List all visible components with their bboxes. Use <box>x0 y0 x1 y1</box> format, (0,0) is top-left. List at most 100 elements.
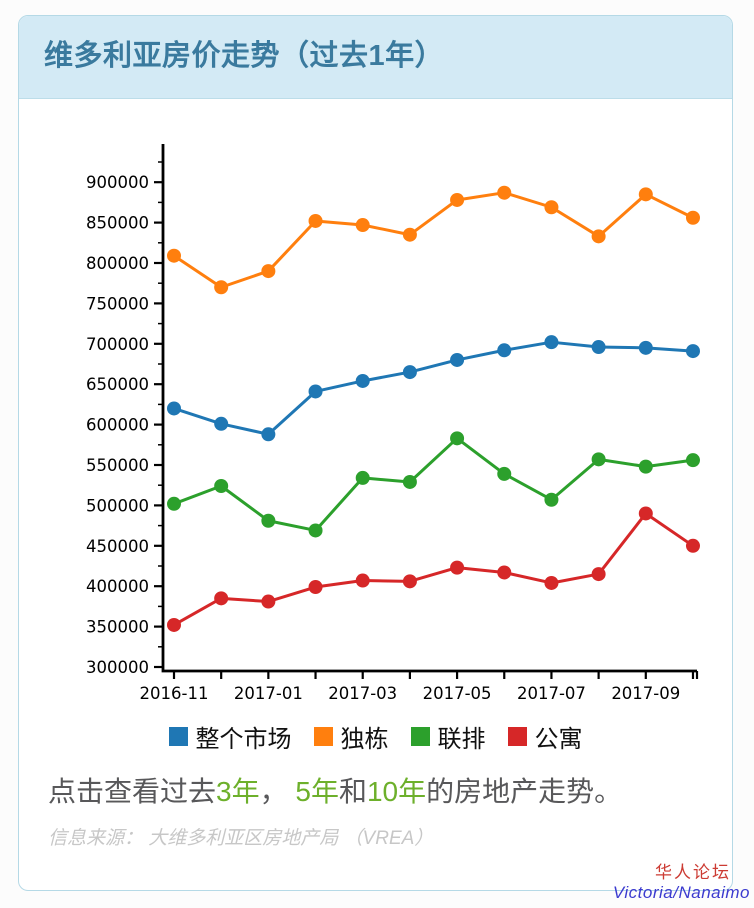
y-tick-label: 700000 <box>86 334 149 353</box>
cta-prefix: 点击查看过去 <box>48 775 217 807</box>
legend-label-townhouse: 联排 <box>437 726 486 754</box>
axis-spines <box>161 143 697 673</box>
data-point <box>167 401 181 416</box>
series-line-1 <box>173 190 694 289</box>
link-5-years[interactable]: 5年 <box>295 775 339 807</box>
data-point <box>591 229 606 244</box>
y-tick-label: 750000 <box>86 294 149 313</box>
link-10-years[interactable]: 10年 <box>366 775 427 807</box>
x-tick-label: 2017-05 <box>423 684 492 703</box>
data-point <box>402 364 417 379</box>
data-point <box>402 474 417 489</box>
data-point <box>450 352 465 367</box>
data-point <box>544 199 559 214</box>
legend-item-detached: 独栋 <box>313 719 389 754</box>
data-point <box>308 579 323 594</box>
cta-text: 点击查看过去3年， 5年和10年的房地产走势。 <box>48 773 732 811</box>
data-point <box>308 384 323 399</box>
data-point <box>638 340 653 355</box>
legend-item-condo: 公寓 <box>507 719 583 754</box>
data-point <box>261 426 276 441</box>
page-title: 维多利亚房价走势（过去1年） <box>44 40 445 72</box>
y-tick-label: 500000 <box>86 496 149 515</box>
y-tick-label: 450000 <box>86 536 149 555</box>
data-point <box>308 523 323 538</box>
link-3-years[interactable]: 3年 <box>216 775 260 807</box>
data-point <box>214 591 229 606</box>
data-point <box>402 574 417 589</box>
watermark-region: Victoria/Nanaimo <box>612 882 750 902</box>
watermark: 华人论坛 Victoria/Nanaimo <box>612 862 750 902</box>
data-point <box>638 506 653 521</box>
data-point <box>450 431 465 446</box>
data-point <box>450 192 465 207</box>
data-point <box>638 187 653 202</box>
y-tick-label: 900000 <box>86 173 149 192</box>
data-point <box>685 343 700 358</box>
source-attribution: 信息来源： 大维多利亚区房地产局 （VREA） <box>48 828 434 850</box>
cta-comma: ， <box>259 775 296 807</box>
content-card: 维多利亚房价走势（过去1年） 300000 350000 400000 450000 5… <box>18 15 733 891</box>
x-tick-label: 2017-01 <box>234 684 303 703</box>
y-tick-label: 350000 <box>86 617 149 636</box>
data-point <box>355 217 370 232</box>
legend-swatch-market <box>168 727 188 747</box>
legend-swatch-townhouse <box>410 727 430 747</box>
data-point <box>308 213 323 228</box>
cta-and: 和 <box>338 775 367 807</box>
data-point <box>402 227 417 242</box>
data-point <box>544 575 559 590</box>
y-tick-label: 550000 <box>86 456 149 475</box>
series-line-2 <box>173 436 694 532</box>
data-point <box>214 416 229 431</box>
data-point <box>261 263 276 278</box>
y-tick-label: 400000 <box>86 577 149 596</box>
y-tick-label: 650000 <box>86 375 149 394</box>
y-tick-label: 300000 <box>86 658 149 677</box>
data-point <box>355 470 370 485</box>
series-line-3 <box>173 511 694 626</box>
y-tick-label: 600000 <box>86 415 149 434</box>
legend-item-market: 整个市场 <box>168 719 292 754</box>
x-tick-label: 2017-07 <box>517 684 586 703</box>
watermark-forum-name: 华人论坛 <box>655 862 731 883</box>
y-tick-label: 800000 <box>86 254 149 273</box>
series-line-0 <box>173 340 694 436</box>
data-point <box>685 210 700 225</box>
data-point <box>497 466 512 481</box>
y-tick-label: 850000 <box>86 213 149 232</box>
data-point <box>591 339 606 354</box>
data-point <box>261 594 276 609</box>
data-point <box>261 513 276 528</box>
legend-swatch-condo <box>507 727 527 747</box>
data-point <box>685 538 700 553</box>
data-point <box>591 452 606 467</box>
data-point <box>638 459 653 474</box>
data-point <box>544 334 559 349</box>
price-trend-chart: 300000 350000 400000 450000 500000 550000 6000… <box>86 143 700 703</box>
legend-label-condo: 公寓 <box>534 726 583 754</box>
data-point <box>544 492 559 507</box>
data-point <box>167 617 181 632</box>
data-point <box>167 496 181 511</box>
data-point <box>497 342 512 357</box>
data-point <box>214 478 229 493</box>
cta-suffix: 的房地产走势。 <box>426 775 623 807</box>
data-point <box>355 373 370 388</box>
legend-label-market: 整个市场 <box>195 726 292 754</box>
data-point <box>450 560 465 575</box>
legend-label-detached: 独栋 <box>340 726 389 754</box>
legend-item-townhouse: 联排 <box>410 719 486 754</box>
x-tick-label: 2017-09 <box>611 684 680 703</box>
data-point <box>355 573 370 588</box>
legend-swatch-detached <box>313 727 333 747</box>
data-point <box>685 452 700 467</box>
data-point <box>591 566 606 581</box>
data-point <box>214 279 229 294</box>
x-tick-label: 2017-03 <box>328 684 397 703</box>
x-tick-label: 2016-11 <box>140 684 209 703</box>
chart-legend: 整个市场 独栋 联排 公寓 <box>19 719 732 755</box>
card-header: 维多利亚房价走势（过去1年） <box>19 16 732 99</box>
data-point <box>497 565 512 580</box>
data-point <box>497 185 512 200</box>
